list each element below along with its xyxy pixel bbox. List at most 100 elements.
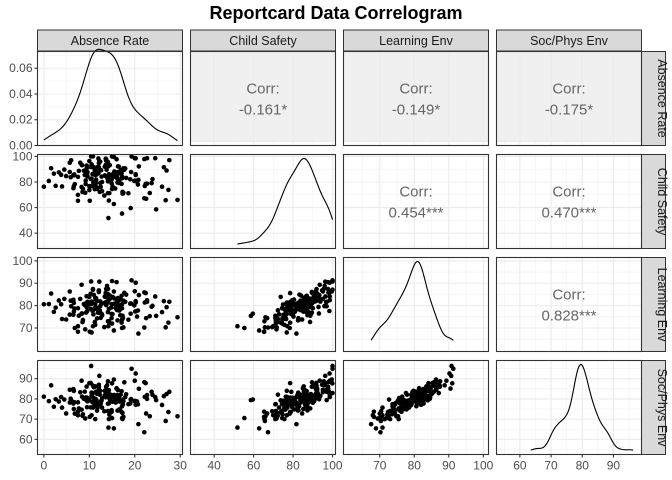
scatter-point <box>59 184 65 189</box>
corr-value: 0.470*** <box>541 205 596 222</box>
corr-value: 0.454*** <box>388 205 443 222</box>
scatter-point <box>102 193 107 198</box>
scatter-point <box>111 201 117 207</box>
scatter-point <box>95 185 100 190</box>
scatter-point <box>133 171 138 177</box>
scatter-point <box>122 166 128 171</box>
scatter-point <box>153 313 159 319</box>
panel-child-safety-vs-child-safety <box>189 153 337 250</box>
scatter-point <box>97 180 103 186</box>
facet-strips: Absence Rate Child Safety Learning Env Soc/… <box>37 29 669 455</box>
corr-label: Corr: <box>552 81 585 98</box>
scatter-point <box>166 187 171 193</box>
scatter-point <box>87 198 93 204</box>
corr-value: -0.175* <box>545 102 594 119</box>
density-curve-absence-rate <box>43 48 178 142</box>
scatter-point <box>159 309 165 315</box>
scatter-point <box>109 186 115 192</box>
panel-border <box>495 50 643 147</box>
scatter-point <box>82 190 88 196</box>
panel-background <box>190 154 336 249</box>
scatter-point <box>41 184 47 190</box>
scatter-point <box>88 154 94 159</box>
scatter-point <box>104 159 110 164</box>
scatter-point <box>109 154 115 159</box>
scatter-point <box>75 198 81 204</box>
scatter-point <box>83 181 88 187</box>
scatter-point <box>132 178 137 184</box>
scatter-point <box>97 158 102 164</box>
scatter-point <box>126 190 131 196</box>
corr-label: Corr: <box>246 81 279 98</box>
strip-label-top-child-safety: Child Safety <box>229 34 297 48</box>
panel-absence-rate-vs-child-safety: Corr: -0.161* <box>189 50 337 147</box>
scatter-point <box>119 211 125 216</box>
scatter-point <box>53 183 58 189</box>
scatter-point <box>62 167 67 172</box>
scatter-point <box>106 215 111 221</box>
scatter-point <box>84 170 90 175</box>
density-curve-child-safety <box>237 157 334 245</box>
corr-label: Corr: <box>399 81 432 98</box>
scatter-point <box>164 304 169 310</box>
panel-border <box>36 153 184 250</box>
scatter-point <box>51 171 57 176</box>
scatter-point <box>41 301 47 307</box>
scatter-point <box>97 189 103 195</box>
corr-label: Corr: <box>399 184 432 201</box>
panel-absence-rate-vs-soc-phys-env: Corr: -0.175* <box>495 50 643 147</box>
scatter-point <box>152 294 158 299</box>
scatter-point <box>149 180 154 186</box>
scatter-point <box>120 189 125 195</box>
scatter-point <box>114 156 119 162</box>
scatter-point <box>80 186 86 192</box>
panel-learning-env-vs-absence-rate <box>36 256 184 353</box>
strip-right-learning-env <box>641 257 666 352</box>
scatter-point <box>144 155 150 161</box>
scatter-point <box>159 184 165 190</box>
strip-right-soc-phys-env <box>641 360 666 455</box>
scatter-point <box>76 168 82 174</box>
scatter-point <box>87 183 92 189</box>
scatter-point <box>106 171 112 177</box>
scatter-point <box>126 317 131 323</box>
scatter-point <box>84 166 89 171</box>
scatter-point <box>58 172 64 178</box>
scatter-point <box>95 170 101 175</box>
scatter-point <box>93 181 98 186</box>
scatter-point <box>161 164 167 170</box>
scatter-point <box>127 177 133 182</box>
scatter-point <box>90 164 96 170</box>
scatter-point <box>109 177 114 182</box>
scatter-point <box>87 187 92 193</box>
scatter-point <box>48 166 54 171</box>
panel-border <box>189 50 337 147</box>
scatter-point <box>90 171 95 177</box>
scatter-point <box>102 164 108 169</box>
strip-label-right-absence-rate: Absence Rate <box>655 59 669 138</box>
scatter-point <box>150 176 155 182</box>
panel-background <box>343 154 489 249</box>
scatter-point <box>133 280 138 286</box>
scatter-point <box>143 181 148 187</box>
scatter-point <box>75 192 81 198</box>
scatter-point <box>167 157 172 163</box>
panel-child-safety-vs-absence-rate <box>36 153 184 250</box>
scatter-point <box>106 198 112 203</box>
scatter-point <box>115 318 120 323</box>
scatter-point <box>123 175 129 181</box>
scatter-point <box>107 162 113 168</box>
chart-title: Reportcard Data Correlogram <box>209 3 462 23</box>
scatter-point <box>63 317 69 322</box>
scatter-point <box>152 155 158 161</box>
corr-label: Corr: <box>552 184 585 201</box>
scatter-point <box>63 173 69 179</box>
scatter-point <box>109 181 114 186</box>
scatter-point <box>89 176 94 181</box>
strip-label-top-learning-env: Learning Env <box>379 34 453 48</box>
scatter-point <box>136 164 142 169</box>
scatter-point <box>128 205 133 211</box>
corr-value: -0.149* <box>392 102 441 119</box>
panel-border <box>342 50 490 147</box>
